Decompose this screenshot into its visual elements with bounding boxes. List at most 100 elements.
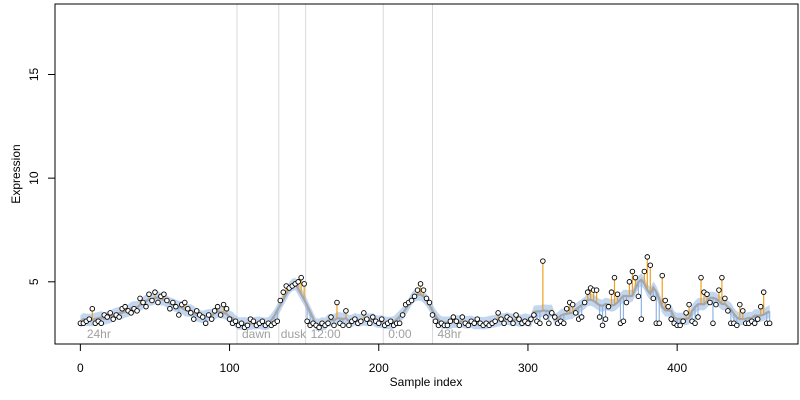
- data-point: [444, 322, 451, 329]
- data-point: [528, 316, 534, 322]
- y-tick-label: 10: [27, 171, 41, 185]
- data-point: [98, 320, 105, 327]
- data-point: [325, 320, 331, 327]
- data-point: [259, 318, 266, 324]
- data-point: [569, 301, 576, 308]
- data-point: [155, 299, 161, 306]
- x-tick-label: 300: [518, 361, 538, 375]
- data-point: [650, 295, 657, 302]
- data-point: [447, 318, 454, 324]
- data-point: [668, 316, 674, 322]
- data-point: [754, 316, 761, 322]
- data-point: [188, 310, 194, 316]
- data-point: [211, 308, 218, 314]
- data-point: [471, 320, 477, 327]
- data-point: [737, 301, 743, 308]
- data-point: [244, 322, 251, 329]
- x-tick-label: 400: [667, 361, 687, 375]
- data-point: [677, 322, 683, 329]
- data-point: [298, 274, 304, 281]
- data-point: [710, 320, 716, 327]
- data-point: [399, 312, 406, 318]
- data-point: [537, 320, 543, 327]
- x-axis-title: Sample index: [390, 375, 463, 389]
- data-point: [304, 318, 310, 324]
- data-point: [656, 320, 662, 327]
- data-point: [295, 279, 301, 285]
- time-annotations: 24hr dawn dusk 12:00 0:00 48hr: [87, 327, 462, 341]
- time-annotation: 0:00: [388, 327, 412, 341]
- data-point: [626, 279, 633, 285]
- x-axis: 0 100 200 300 400: [77, 343, 687, 375]
- data-point: [605, 303, 612, 310]
- data-point: [692, 320, 698, 327]
- data-point: [614, 291, 621, 297]
- data-point: [331, 322, 337, 329]
- data-point: [525, 320, 531, 327]
- data-point: [316, 324, 322, 331]
- data-point: [340, 322, 346, 329]
- data-point: [250, 318, 257, 324]
- data-point: [107, 310, 113, 316]
- data-point: [140, 299, 146, 306]
- data-point: [740, 308, 746, 314]
- data-point: [501, 320, 507, 327]
- data-point: [549, 310, 555, 316]
- data-point: [173, 303, 179, 310]
- y-axis-title: Expression: [9, 144, 23, 203]
- data-points: [77, 254, 773, 331]
- data-point: [450, 314, 457, 320]
- data-point: [423, 295, 430, 302]
- data-point: [361, 310, 367, 316]
- data-point: [328, 314, 334, 320]
- data-point: [376, 320, 382, 327]
- data-point: [459, 314, 466, 320]
- y-tick-label: 5: [27, 278, 41, 285]
- data-point: [396, 320, 403, 327]
- data-point: [364, 316, 370, 322]
- data-point: [638, 316, 645, 322]
- data-point: [149, 297, 155, 304]
- data-point: [465, 322, 472, 329]
- data-point: [608, 289, 615, 295]
- data-point: [722, 295, 728, 302]
- residual-lines: [82, 256, 771, 328]
- data-point: [387, 318, 394, 324]
- data-point: [89, 306, 96, 312]
- data-point: [426, 299, 433, 306]
- data-point: [429, 312, 436, 318]
- data-point: [572, 310, 579, 316]
- data-point: [713, 301, 719, 308]
- data-point: [698, 274, 704, 281]
- data-point: [143, 303, 149, 310]
- data-point: [760, 289, 767, 295]
- data-point: [498, 316, 504, 322]
- plot-frame: [54, 3, 799, 345]
- data-point: [516, 316, 522, 322]
- data-point: [176, 312, 182, 318]
- data-point: [217, 312, 224, 318]
- time-annotation: dusk: [281, 327, 307, 341]
- time-annotation: 48hr: [437, 327, 461, 341]
- data-point: [513, 312, 519, 318]
- data-point: [137, 295, 143, 302]
- data-point: [185, 306, 191, 312]
- data-point: [420, 287, 427, 293]
- data-point: [719, 274, 725, 281]
- data-point: [596, 314, 603, 320]
- data-point: [695, 314, 701, 320]
- data-point: [659, 272, 665, 279]
- data-point: [641, 268, 648, 275]
- y-tick-label: 15: [27, 67, 41, 81]
- fit-band: [80, 273, 770, 331]
- data-point: [620, 318, 627, 324]
- data-point: [602, 316, 609, 322]
- data-point: [191, 316, 197, 322]
- data-point: [277, 297, 284, 304]
- data-point: [584, 289, 591, 295]
- data-point: [164, 297, 170, 304]
- data-point: [647, 262, 654, 268]
- data-point: [116, 314, 122, 320]
- data-point: [578, 314, 585, 320]
- data-point: [683, 310, 689, 316]
